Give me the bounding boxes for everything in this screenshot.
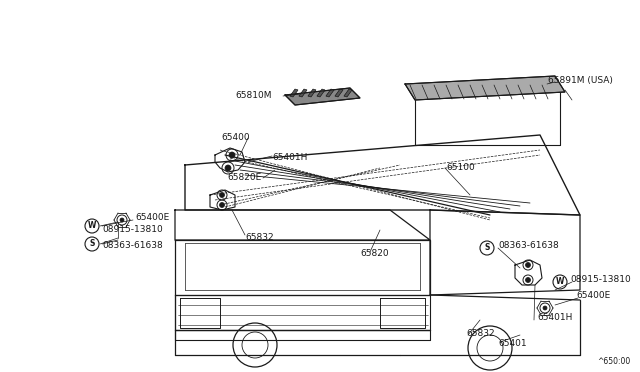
Circle shape bbox=[525, 263, 531, 267]
Text: 65401: 65401 bbox=[498, 340, 527, 349]
Text: S: S bbox=[90, 240, 95, 248]
Circle shape bbox=[543, 306, 547, 310]
Polygon shape bbox=[299, 89, 307, 97]
Polygon shape bbox=[317, 89, 325, 97]
Circle shape bbox=[220, 192, 225, 198]
Polygon shape bbox=[308, 89, 316, 97]
Text: 65832: 65832 bbox=[466, 328, 495, 337]
Text: 08363-61638: 08363-61638 bbox=[102, 241, 163, 250]
Text: W: W bbox=[88, 221, 96, 231]
Text: 65400E: 65400E bbox=[135, 214, 169, 222]
Text: S: S bbox=[484, 244, 490, 253]
Polygon shape bbox=[290, 89, 298, 97]
Text: 65810M: 65810M bbox=[236, 90, 272, 99]
Text: 65100: 65100 bbox=[446, 163, 475, 171]
Polygon shape bbox=[326, 89, 334, 97]
Text: 65400: 65400 bbox=[221, 134, 250, 142]
Circle shape bbox=[225, 165, 231, 171]
Text: 65891M (USA): 65891M (USA) bbox=[548, 76, 613, 84]
Polygon shape bbox=[344, 89, 352, 97]
Text: 08915-13810: 08915-13810 bbox=[570, 276, 631, 285]
Text: ^650:00: ^650:00 bbox=[596, 357, 630, 366]
Circle shape bbox=[525, 278, 531, 282]
Polygon shape bbox=[335, 89, 343, 97]
Text: 65832: 65832 bbox=[245, 232, 274, 241]
Text: 08363-61638: 08363-61638 bbox=[498, 241, 559, 250]
Polygon shape bbox=[285, 88, 360, 105]
Circle shape bbox=[120, 218, 124, 222]
Text: W: W bbox=[556, 278, 564, 286]
Polygon shape bbox=[405, 76, 565, 100]
Circle shape bbox=[229, 152, 235, 158]
Text: 65820E: 65820E bbox=[228, 173, 262, 183]
Text: 65401H: 65401H bbox=[272, 153, 307, 161]
Text: 65820: 65820 bbox=[360, 250, 388, 259]
Circle shape bbox=[220, 202, 225, 208]
Text: 65400E: 65400E bbox=[576, 292, 611, 301]
Text: 65401H: 65401H bbox=[537, 314, 572, 323]
Text: 08915-13810: 08915-13810 bbox=[102, 225, 163, 234]
